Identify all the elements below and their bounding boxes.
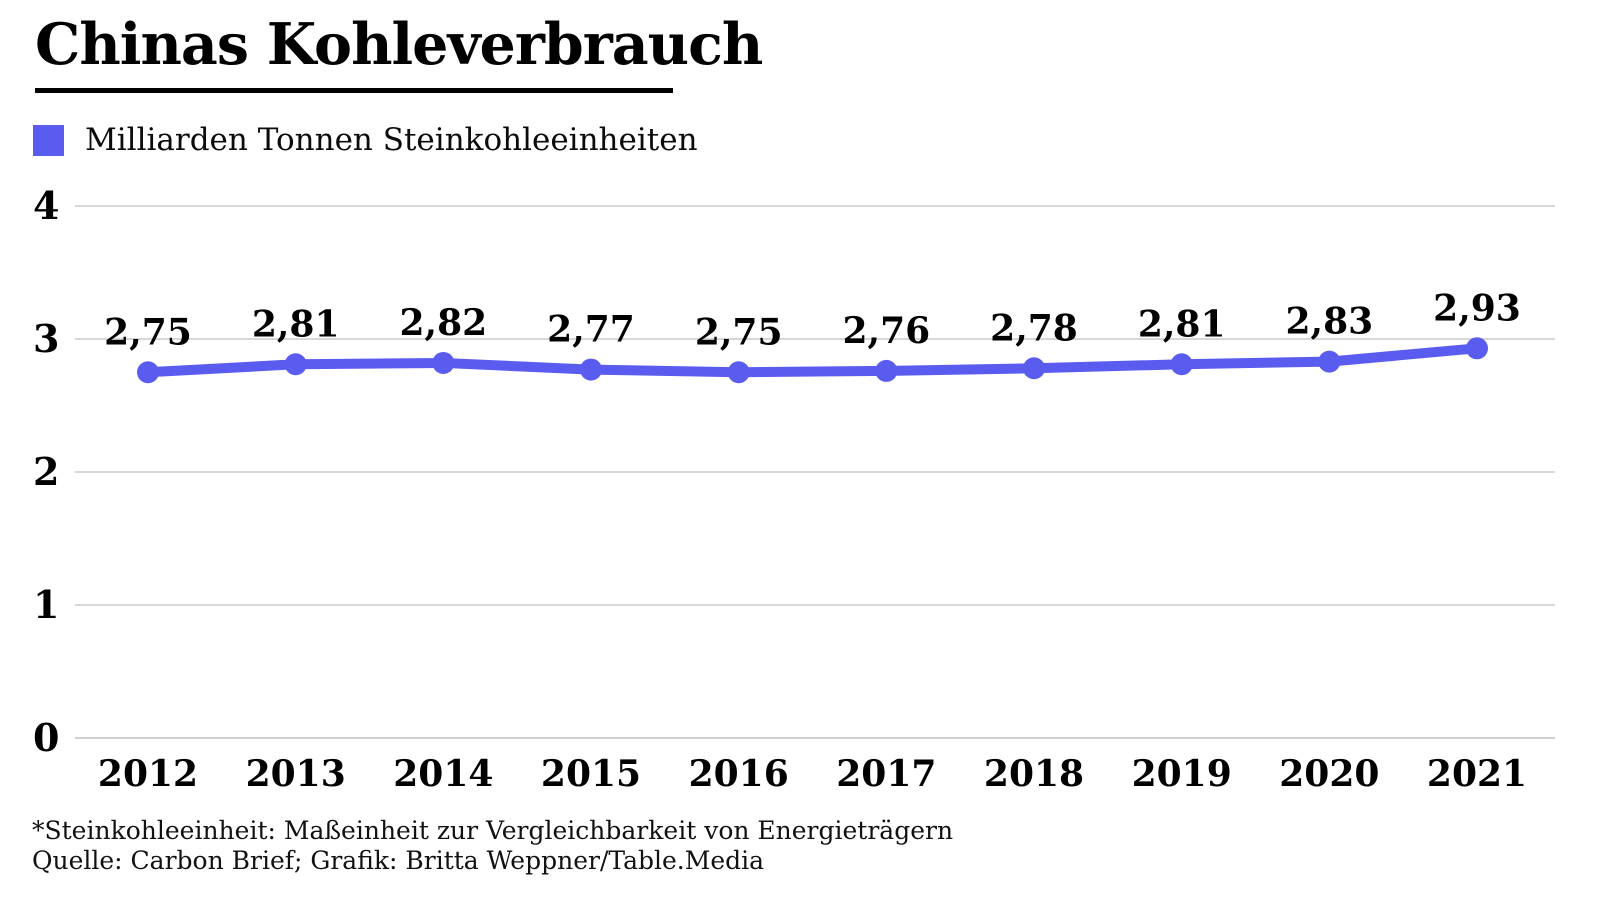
y-tick-label: 1 xyxy=(33,582,59,627)
x-tick-label: 2013 xyxy=(246,753,346,795)
y-tick-label: 2 xyxy=(33,449,59,494)
x-tick-label: 2015 xyxy=(541,753,641,795)
data-point xyxy=(432,351,455,374)
data-point-label: 2,81 xyxy=(252,303,340,345)
data-point xyxy=(580,358,602,381)
x-tick-label: 2014 xyxy=(393,753,493,795)
data-point xyxy=(1023,357,1045,380)
data-point-label: 2,81 xyxy=(1138,303,1226,345)
y-tick-label: 3 xyxy=(33,316,59,361)
data-point-label: 2,75 xyxy=(695,311,783,353)
x-tick-label: 2018 xyxy=(984,753,1084,795)
data-point xyxy=(1466,337,1488,360)
legend-label: Milliarden Tonnen Steinkohleeinheiten xyxy=(85,122,698,158)
x-tick-label: 2012 xyxy=(98,753,198,795)
data-point-label: 2,82 xyxy=(399,302,487,344)
header: Chinas Kohleverbrauch xyxy=(35,11,763,93)
x-tick-label: 2016 xyxy=(689,753,789,795)
data-point-label: 2,75 xyxy=(104,311,192,353)
legend-swatch-icon xyxy=(33,124,64,156)
data-point xyxy=(875,359,898,382)
y-tick-label: 0 xyxy=(33,715,59,760)
legend: Milliarden Tonnen Steinkohleeinheiten xyxy=(33,122,698,158)
x-tick-label: 2017 xyxy=(836,753,936,795)
title-underline xyxy=(35,87,673,93)
x-tick-label: 2020 xyxy=(1279,753,1379,795)
data-point xyxy=(284,353,307,376)
source-credit: Quelle: Carbon Brief; Grafik: Britta Wep… xyxy=(32,846,765,875)
x-tick-label: 2019 xyxy=(1132,753,1232,795)
trend-line xyxy=(143,343,1482,378)
data-point-label: 2,77 xyxy=(547,309,635,351)
data-point xyxy=(727,361,750,384)
footnote: *Steinkohleeinheit: Maßeinheit zur Vergl… xyxy=(32,816,954,845)
data-point-label: 2,83 xyxy=(1285,301,1373,343)
data-point-label: 2,93 xyxy=(1433,287,1521,329)
y-tick-label: 4 xyxy=(33,185,59,228)
data-point xyxy=(1318,350,1341,373)
data-point-label: 2,78 xyxy=(990,307,1078,349)
data-point xyxy=(1170,353,1193,376)
data-point xyxy=(137,361,159,384)
page-title: Chinas Kohleverbrauch xyxy=(35,11,763,78)
line-chart: 0 1 2 3 4 2012 2013 2014 2015 2016 2017 2018 2019 202… xyxy=(0,185,1600,810)
data-point-label: 2,76 xyxy=(842,310,930,352)
x-tick-label: 2021 xyxy=(1427,753,1527,795)
footer: *Steinkohleeinheit: Maßeinheit zur Vergl… xyxy=(32,816,953,876)
